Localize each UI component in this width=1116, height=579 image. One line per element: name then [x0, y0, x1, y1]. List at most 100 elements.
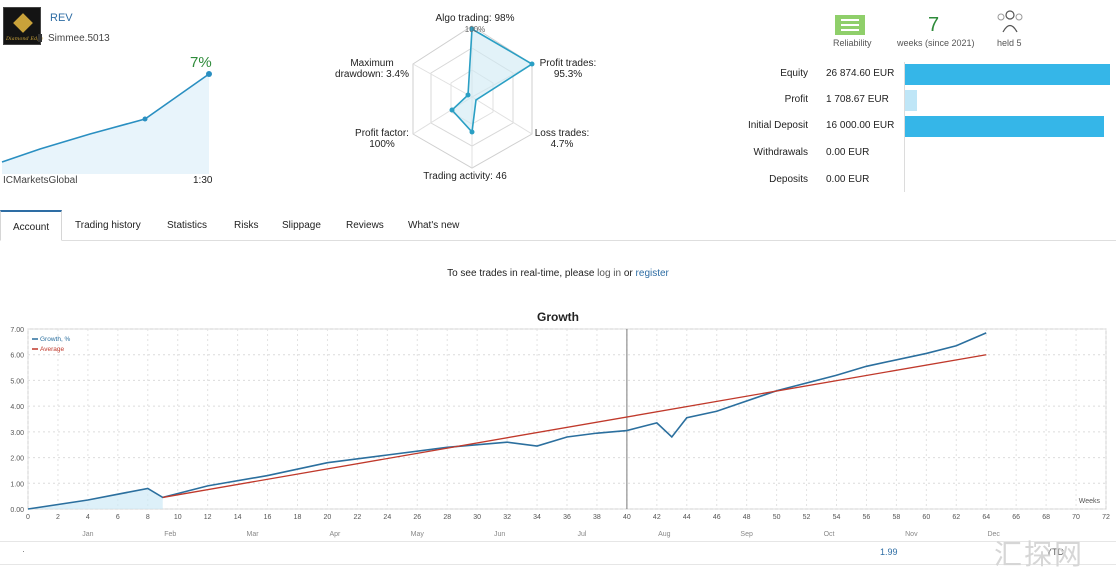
x-tick-label: 34 [533, 514, 541, 521]
broker-line: Simmee.5013 [38, 33, 110, 44]
x-tick-label: 32 [503, 514, 511, 521]
fin-value: 0.00 EUR [826, 147, 870, 158]
y-tick-label: 4.00 [10, 404, 24, 411]
x-tick-label: 52 [803, 514, 811, 521]
x-tick-label: 18 [294, 514, 302, 521]
x-tick-label: 2 [56, 514, 60, 521]
radar-profit-factor-title: Profit factor: [355, 128, 409, 139]
x-tick-label: 46 [713, 514, 721, 521]
x-tick-label: 10 [174, 514, 182, 521]
x-tick-label: 70 [1072, 514, 1080, 521]
x-tick-label: 50 [773, 514, 781, 521]
broker-name: Simmee.5013 [48, 33, 110, 44]
month-label: Apr [329, 531, 341, 538]
radar-drawdown-title: Maximum [350, 58, 394, 69]
fin-label: Profit [784, 94, 808, 105]
subscribers-label: held 5 [997, 38, 1022, 48]
radar-loss-value: 4.7% [550, 139, 574, 150]
growth-percent: 7% [190, 54, 212, 71]
mini-growth-chart [1, 71, 212, 174]
tab-statistics[interactable]: Statistics [167, 220, 208, 231]
month-label: Nov [905, 531, 918, 538]
radar-point [449, 107, 455, 113]
month-label: Dec [987, 531, 1000, 538]
x-tick-label: 68 [1042, 514, 1050, 521]
x-tick-label: 8 [146, 514, 150, 521]
y-tick-label: 1.00 [10, 481, 24, 488]
legend-growth-label: Growth, % [40, 336, 71, 343]
x-tick-label: 28 [443, 514, 451, 521]
fin-label: Initial Deposit [747, 120, 808, 131]
x-tick-label: 0 [26, 514, 30, 521]
tab-whats-new[interactable]: What's new [408, 220, 460, 231]
fin-value: 1 708.67 EUR [826, 94, 889, 105]
radar-activity-label: Trading activity: 46 [423, 171, 507, 182]
x-axis-title: Weeks [1079, 498, 1101, 505]
ytd-label: YTD [1046, 547, 1064, 557]
x-tick-label: 44 [683, 514, 691, 521]
x-tick-label: 62 [952, 514, 960, 521]
month-label: Jan [82, 531, 93, 538]
mini-endpoint [206, 71, 212, 77]
month-label: Aug [658, 531, 671, 538]
x-tick-label: 42 [653, 514, 661, 521]
radar-value-shape [450, 27, 534, 134]
tab-bar: Account Trading history Statistics Risks… [0, 210, 1116, 241]
radar-point [465, 92, 471, 98]
weeks-count: 7 [928, 14, 940, 36]
signal-name[interactable]: REV [50, 12, 73, 24]
x-tick-label: 20 [324, 514, 332, 521]
signal-logo[interactable]: Diamond Edge [3, 7, 44, 45]
fin-bar [905, 90, 917, 111]
x-tick-label: 58 [892, 514, 900, 521]
register-link[interactable]: register [635, 268, 669, 279]
radar-profit-trades-label: Profit trades: 95.3% [533, 58, 603, 80]
logo-caption: Diamond Edge [6, 36, 44, 42]
x-tick-label: 48 [743, 514, 751, 521]
login-notice: To see trades in real-time, please log i… [0, 268, 1116, 279]
month-label: Jun [494, 531, 505, 538]
month-label: Mar [247, 531, 260, 538]
row-value: 1.99 [880, 547, 898, 557]
tab-risks[interactable]: Risks [234, 220, 259, 231]
radar-point [469, 26, 475, 32]
x-tick-label: 54 [833, 514, 841, 521]
flag-icon [38, 34, 42, 42]
x-tick-label: 22 [353, 514, 361, 521]
financials-axis [904, 62, 905, 192]
y-tick-label: 2.00 [10, 456, 24, 463]
x-tick-label: 72 [1102, 514, 1110, 521]
broker-server-label: ICMarketsGlobal [3, 175, 78, 186]
fin-bar [905, 116, 1104, 137]
legend-average-label: Average [40, 346, 64, 353]
y-tick-label: 6.00 [10, 353, 24, 360]
mini-growth-area [2, 74, 209, 174]
logo-emblem-icon [13, 13, 33, 33]
tab-account[interactable]: Account [0, 210, 63, 241]
fin-label: Deposits [769, 174, 808, 185]
fin-value: 26 874.60 EUR [826, 68, 895, 79]
radar-drawdown-label: Maximum drawdown: 3.4% [332, 58, 412, 80]
fin-label: Equity [780, 68, 808, 79]
fin-label: Withdrawals [753, 147, 808, 158]
tab-trading-history[interactable]: Trading history [75, 220, 141, 231]
x-tick-label: 6 [116, 514, 120, 521]
reliability-label: Reliability [833, 38, 872, 48]
x-tick-label: 36 [563, 514, 571, 521]
x-tick-label: 26 [413, 514, 421, 521]
y-tick-label: 5.00 [10, 378, 24, 385]
radar-loss-title: Loss trades: [534, 128, 590, 139]
x-tick-label: 4 [86, 514, 90, 521]
x-tick-label: 38 [593, 514, 601, 521]
month-label: Jul [577, 531, 586, 538]
login-link[interactable]: log in [597, 268, 622, 279]
tab-slippage[interactable]: Slippage [282, 220, 321, 231]
x-tick-label: 30 [473, 514, 481, 521]
mini-growth-line [1, 73, 210, 163]
radar-chart [412, 25, 535, 169]
mini-point [142, 116, 148, 122]
watermark-logo: 汇探网 [994, 538, 1085, 571]
subscribers-icon [997, 10, 1023, 33]
tab-reviews[interactable]: Reviews [346, 220, 384, 231]
fin-bar [905, 64, 1110, 85]
